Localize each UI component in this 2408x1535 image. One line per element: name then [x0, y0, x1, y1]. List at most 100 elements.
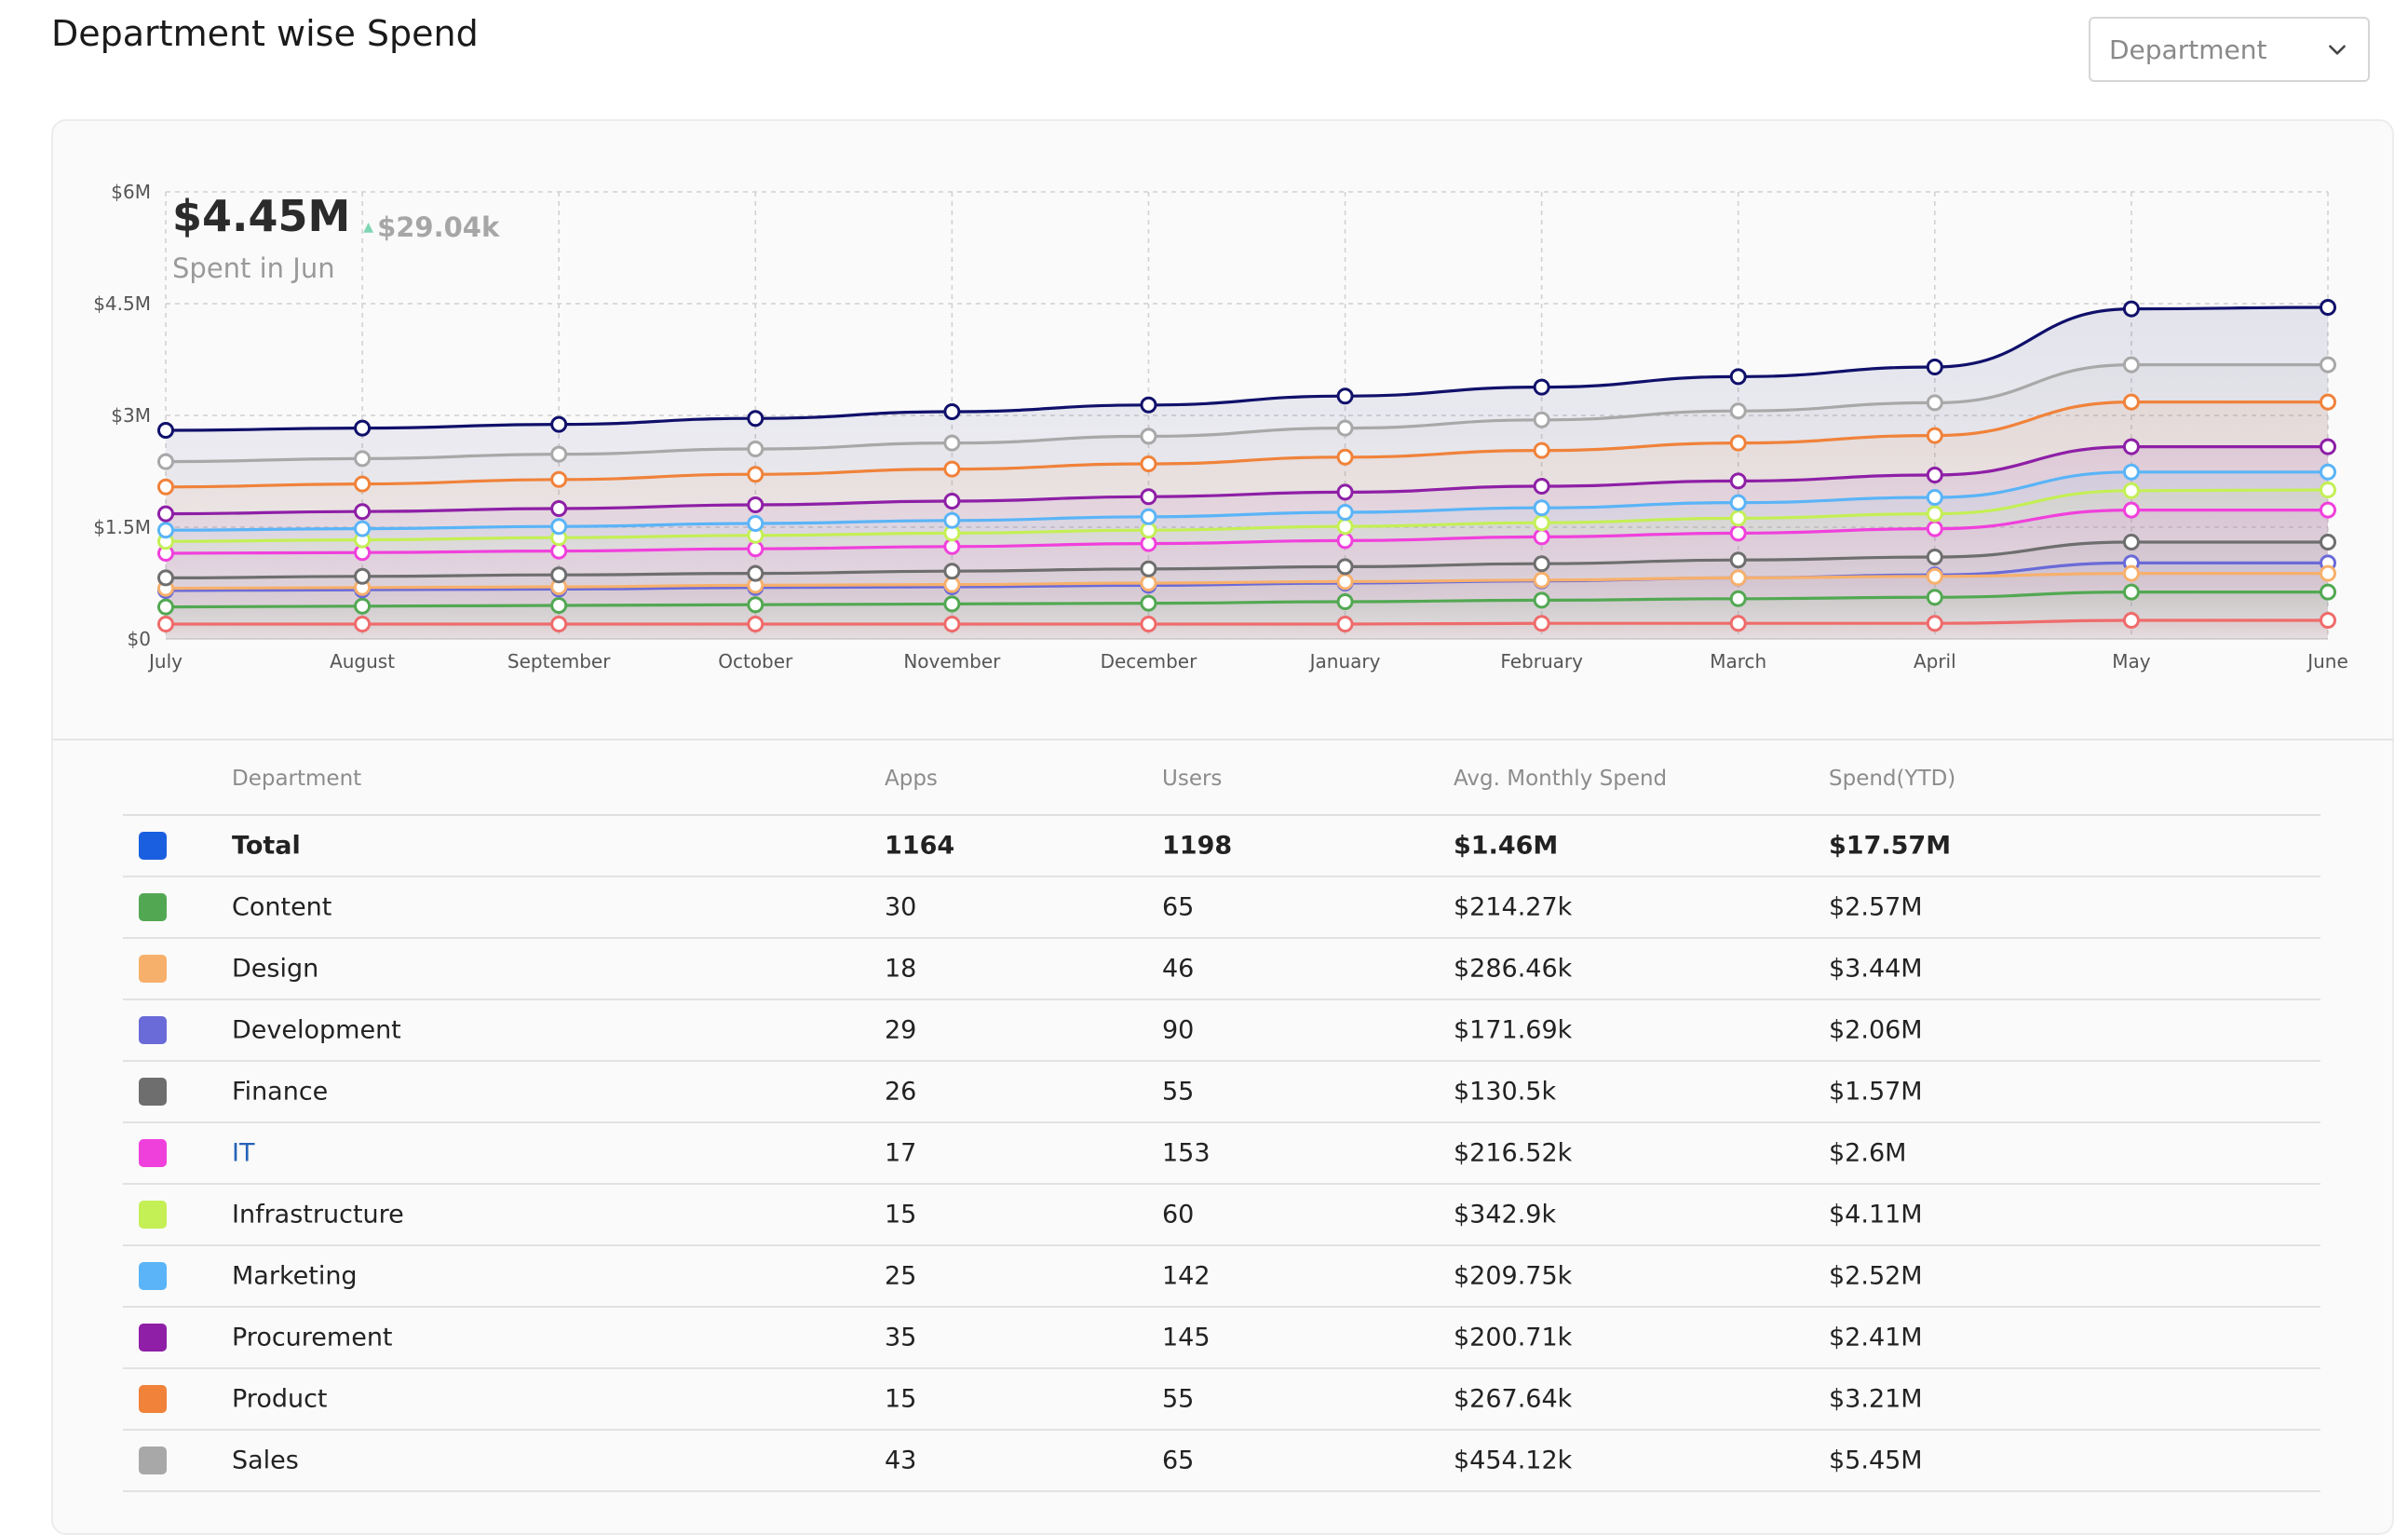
data-point[interactable]: [550, 518, 568, 536]
data-point[interactable]: [354, 597, 372, 615]
data-point[interactable]: [1926, 505, 1943, 523]
data-point[interactable]: [1140, 575, 1157, 591]
data-point[interactable]: [747, 496, 764, 513]
data-point[interactable]: [1533, 555, 1550, 573]
data-point[interactable]: [2320, 583, 2336, 601]
data-point[interactable]: [1336, 387, 1354, 405]
data-point[interactable]: [1729, 509, 1747, 527]
data-point[interactable]: [1336, 532, 1354, 550]
data-point[interactable]: [1729, 472, 1747, 490]
data-point[interactable]: [1140, 455, 1157, 472]
data-point[interactable]: [157, 616, 174, 632]
table-row[interactable]: Development 29 90 $171.69k $2.06M: [123, 1000, 2320, 1062]
data-point[interactable]: [943, 563, 961, 580]
data-point[interactable]: [747, 441, 764, 457]
data-point[interactable]: [1729, 524, 1747, 542]
data-point[interactable]: [1729, 368, 1747, 386]
data-point[interactable]: [2122, 463, 2140, 481]
data-point[interactable]: [550, 415, 568, 433]
data-point[interactable]: [1533, 411, 1550, 428]
data-point[interactable]: [2122, 393, 2140, 411]
table-row[interactable]: Marketing 25 142 $209.75k $2.52M: [123, 1246, 2320, 1308]
data-point[interactable]: [1140, 560, 1157, 577]
table-row[interactable]: IT 17 153 $216.52k $2.6M: [123, 1123, 2320, 1185]
data-point[interactable]: [2122, 583, 2140, 601]
data-point[interactable]: [1533, 378, 1550, 396]
data-point[interactable]: [157, 598, 174, 616]
data-point[interactable]: [943, 595, 961, 613]
data-point[interactable]: [157, 422, 174, 439]
data-point[interactable]: [2320, 564, 2336, 582]
table-row[interactable]: Design 18 46 $286.46k $3.44M: [123, 939, 2320, 1000]
table-row[interactable]: Product 15 55 $267.64k $3.21M: [123, 1369, 2320, 1431]
table-row[interactable]: Infrastructure 15 60 $342.9k $4.11M: [123, 1185, 2320, 1246]
table-row[interactable]: Content 30 65 $214.27k $2.57M: [123, 877, 2320, 939]
data-point[interactable]: [550, 500, 568, 517]
data-point[interactable]: [354, 419, 372, 437]
data-point[interactable]: [1533, 514, 1550, 532]
department-name[interactable]: IT: [232, 1138, 255, 1168]
header-spend-ytd[interactable]: Spend(YTD): [1829, 767, 1956, 791]
data-point[interactable]: [2320, 501, 2336, 519]
data-point[interactable]: [1140, 396, 1157, 414]
data-point[interactable]: [1729, 494, 1747, 511]
data-point[interactable]: [550, 445, 568, 463]
table-row-total[interactable]: Total 1164 1198 $1.46M $17.57M: [123, 816, 2320, 877]
data-point[interactable]: [1533, 571, 1550, 589]
table-row[interactable]: Procurement 35 145 $200.71k $2.41M: [123, 1308, 2320, 1369]
data-point[interactable]: [2320, 534, 2336, 550]
data-point[interactable]: [943, 460, 961, 478]
data-point[interactable]: [1926, 567, 1943, 585]
data-point[interactable]: [1729, 590, 1747, 607]
data-point[interactable]: [1140, 535, 1157, 552]
data-point[interactable]: [157, 505, 174, 523]
data-point[interactable]: [157, 453, 174, 470]
data-point[interactable]: [1336, 518, 1354, 536]
data-point[interactable]: [747, 596, 764, 614]
data-point[interactable]: [943, 493, 961, 509]
data-point[interactable]: [354, 450, 372, 468]
table-row[interactable]: Sales 43 65 $454.12k $5.45M: [123, 1431, 2320, 1492]
data-point[interactable]: [157, 522, 174, 539]
data-point[interactable]: [747, 540, 764, 558]
data-point[interactable]: [2320, 299, 2336, 316]
data-point[interactable]: [1729, 434, 1747, 452]
data-point[interactable]: [2320, 612, 2336, 629]
data-point[interactable]: [1926, 427, 1943, 444]
data-point[interactable]: [1140, 488, 1157, 506]
data-point[interactable]: [550, 470, 568, 488]
data-point[interactable]: [747, 466, 764, 483]
data-point[interactable]: [354, 503, 372, 521]
header-users[interactable]: Users: [1162, 767, 1223, 791]
data-point[interactable]: [1926, 489, 1943, 506]
data-point[interactable]: [2320, 463, 2336, 481]
data-point[interactable]: [1140, 428, 1157, 445]
data-point[interactable]: [943, 537, 961, 555]
data-point[interactable]: [1729, 569, 1747, 587]
data-point[interactable]: [2122, 356, 2140, 374]
data-point[interactable]: [1926, 549, 1943, 565]
data-point[interactable]: [550, 616, 568, 632]
data-point[interactable]: [1336, 419, 1354, 437]
data-point[interactable]: [2122, 612, 2140, 629]
data-point[interactable]: [1926, 520, 1943, 537]
data-point[interactable]: [354, 475, 372, 493]
data-point[interactable]: [1140, 522, 1157, 539]
data-point[interactable]: [1336, 448, 1354, 466]
data-point[interactable]: [943, 511, 961, 529]
data-point[interactable]: [943, 616, 961, 632]
data-point[interactable]: [1336, 483, 1354, 501]
data-point[interactable]: [1336, 558, 1354, 576]
data-point[interactable]: [1533, 528, 1550, 546]
data-point[interactable]: [1729, 402, 1747, 420]
data-point[interactable]: [2122, 501, 2140, 519]
data-point[interactable]: [1926, 394, 1943, 412]
data-point[interactable]: [747, 616, 764, 632]
data-point[interactable]: [1729, 615, 1747, 632]
data-point[interactable]: [1533, 499, 1550, 517]
data-point[interactable]: [157, 478, 174, 496]
data-point[interactable]: [2320, 393, 2336, 411]
data-point[interactable]: [2122, 564, 2140, 582]
data-point[interactable]: [354, 567, 372, 585]
data-point[interactable]: [1336, 504, 1354, 521]
